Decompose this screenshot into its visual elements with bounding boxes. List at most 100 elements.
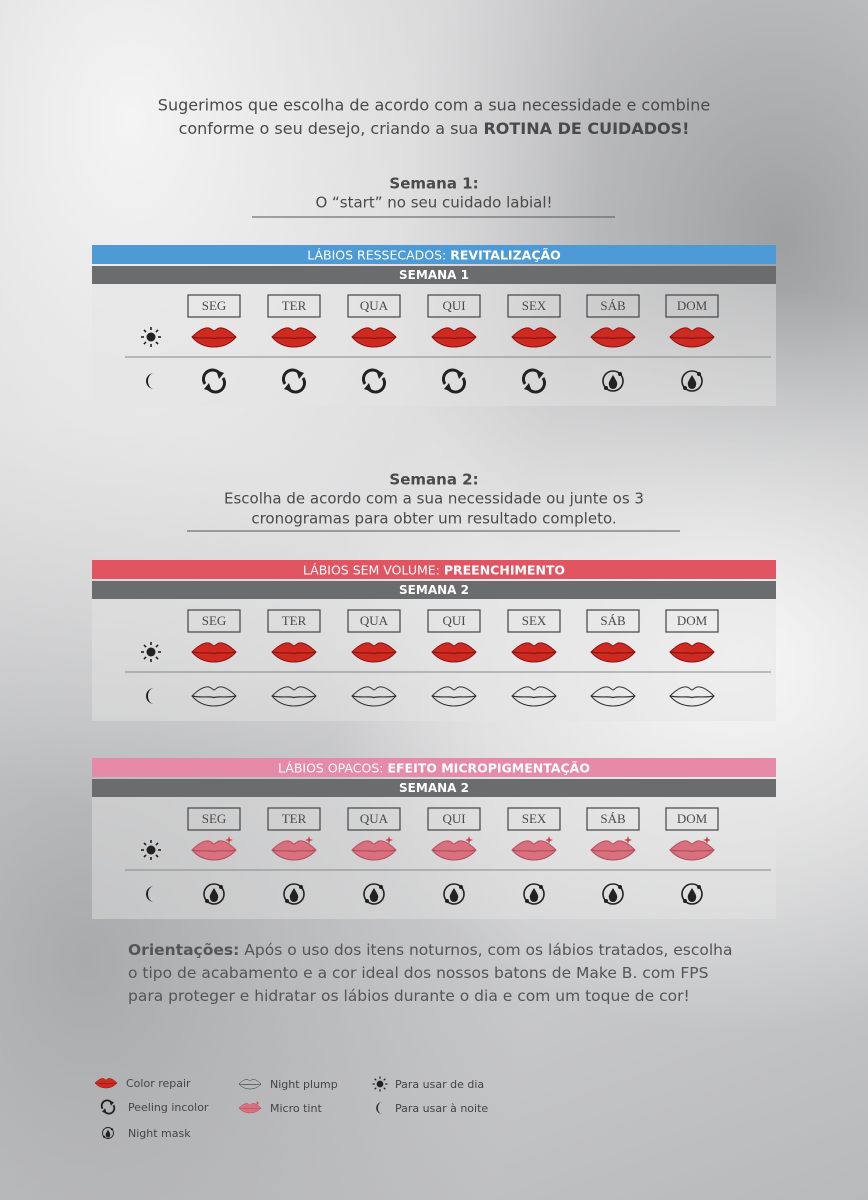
table-title: LÁBIOS RESSECADOS: REVITALIZAÇÃO xyxy=(307,247,561,262)
crescent xyxy=(146,688,154,704)
title-text: LÁBIOS SEM VOLUME: xyxy=(303,562,440,577)
day-box xyxy=(187,807,241,831)
subheading: O “start” no seu cuidado labial! xyxy=(315,194,552,212)
legend-icon xyxy=(102,1127,114,1139)
arrowhead xyxy=(216,370,224,379)
day-label: QUI xyxy=(442,811,465,826)
night-mask-icon xyxy=(283,883,305,905)
ray xyxy=(155,656,159,660)
legend-label: Micro tint xyxy=(270,1102,322,1115)
night-mask-icon xyxy=(203,883,225,905)
ray xyxy=(155,644,159,648)
dot xyxy=(110,1128,113,1131)
day-label: TER xyxy=(282,298,307,313)
day-label: QUA xyxy=(360,613,389,628)
title-bold: PREENCHIMENTO xyxy=(444,562,565,577)
day-label: QUI xyxy=(442,298,465,313)
dot xyxy=(539,885,543,889)
dot xyxy=(365,899,369,903)
ray xyxy=(383,1078,386,1081)
ring xyxy=(523,883,545,905)
peeling-icon xyxy=(100,1099,116,1115)
day-box xyxy=(665,807,719,831)
day-box xyxy=(665,609,719,633)
day-label: SEX xyxy=(522,613,547,628)
table-title: LÁBIOS OPACOS: EFEITO MICROPIGMENTAÇÃO xyxy=(278,760,590,775)
day-label: SEG xyxy=(202,613,227,628)
moon-icon xyxy=(146,688,154,704)
day-box xyxy=(267,294,321,318)
sun-icon xyxy=(141,327,161,347)
ring xyxy=(203,883,225,905)
day-label: SÁB xyxy=(600,811,626,826)
ray xyxy=(143,329,147,333)
color-repair-icon xyxy=(94,1078,118,1089)
arrowhead xyxy=(536,370,544,379)
ray xyxy=(374,1087,377,1090)
legend-icon xyxy=(238,1101,262,1114)
day-box xyxy=(665,294,719,318)
dot xyxy=(604,386,608,390)
day-label: DOM xyxy=(677,298,708,313)
day-box xyxy=(507,807,561,831)
night-plump-icon xyxy=(238,1079,262,1090)
ray xyxy=(155,842,159,846)
sun-icon xyxy=(141,642,161,662)
day-box xyxy=(586,807,640,831)
night-mask-icon xyxy=(363,883,385,905)
day-box xyxy=(347,609,401,633)
legend-icon xyxy=(100,1099,116,1115)
guidance-text: Após o uso dos itens noturnos, com os lá… xyxy=(128,941,733,1005)
guidance-label: Orientações: xyxy=(128,941,240,959)
dot xyxy=(618,885,622,889)
day-box xyxy=(267,609,321,633)
ring xyxy=(363,883,385,905)
night-mask-icon xyxy=(681,370,703,392)
drop xyxy=(105,1129,111,1138)
dot xyxy=(683,899,687,903)
legend-label: Night mask xyxy=(128,1127,191,1140)
day-box xyxy=(347,294,401,318)
intro-text: conforme o seu desejo, criando a sua xyxy=(179,119,479,138)
crescent xyxy=(376,1102,383,1114)
ring xyxy=(102,1127,114,1139)
arrowhead xyxy=(364,383,372,392)
legend-icon xyxy=(94,1078,118,1089)
peeling-icon xyxy=(362,368,386,394)
table-body xyxy=(92,284,776,406)
ring xyxy=(283,883,305,905)
crescent xyxy=(146,373,154,389)
day-box xyxy=(586,609,640,633)
dot xyxy=(459,885,463,889)
week-bar xyxy=(92,266,776,284)
legend-label: Para usar de dia xyxy=(395,1078,484,1091)
title-bar xyxy=(92,758,776,777)
ray xyxy=(143,644,147,648)
ring xyxy=(602,883,624,905)
table-body xyxy=(92,797,776,919)
ray xyxy=(155,341,159,345)
day-label: TER xyxy=(282,811,307,826)
title-bar xyxy=(92,560,776,579)
drop xyxy=(369,888,379,902)
arrowhead xyxy=(456,370,464,379)
sun-core xyxy=(146,647,156,657)
dot xyxy=(697,372,701,376)
dot xyxy=(379,885,383,889)
ray xyxy=(155,329,159,333)
ring xyxy=(681,883,703,905)
moon-icon xyxy=(376,1102,383,1114)
dot xyxy=(618,372,622,376)
ray xyxy=(143,842,147,846)
day-box xyxy=(586,294,640,318)
day-label: SÁB xyxy=(600,298,626,313)
table-title: LÁBIOS SEM VOLUME: PREENCHIMENTO xyxy=(303,562,565,577)
drop xyxy=(687,888,697,902)
sun-core xyxy=(146,845,156,855)
moon-icon xyxy=(146,886,154,902)
day-label: QUA xyxy=(360,811,389,826)
day-label: QUA xyxy=(360,298,389,313)
legend-label: Peeling incolor xyxy=(128,1101,209,1114)
